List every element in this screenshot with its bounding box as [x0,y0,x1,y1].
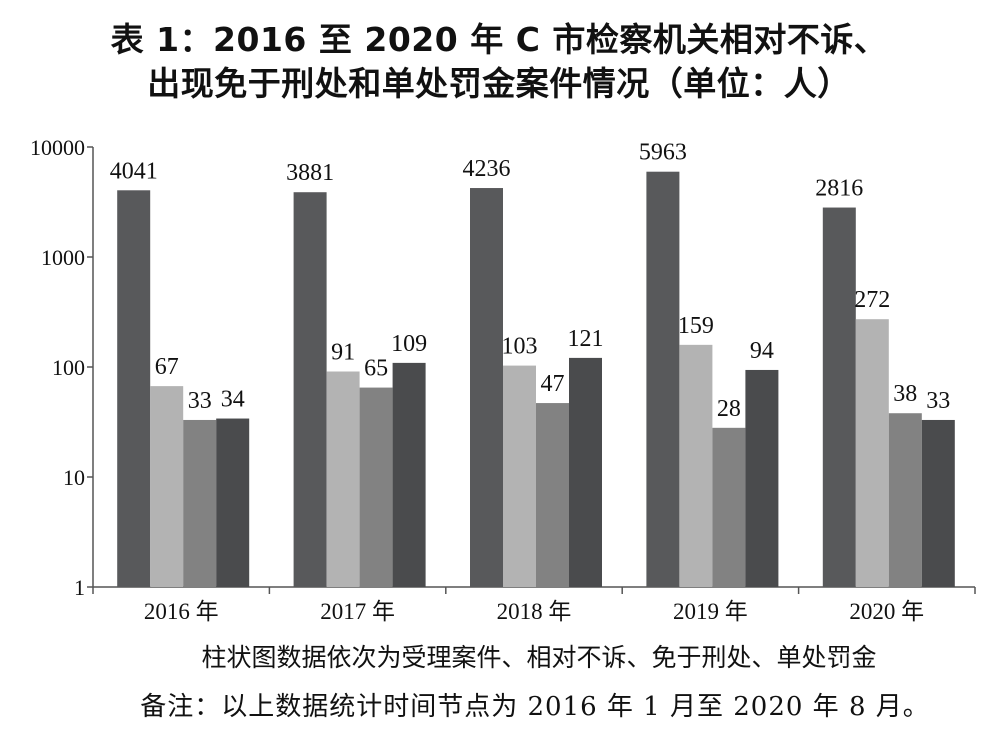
bar [183,419,217,587]
data-label: 91 [331,340,355,366]
bar [646,171,680,588]
bar [745,369,779,587]
y-tick-label: 10 [63,465,85,490]
bar [679,344,713,587]
data-label: 34 [221,387,245,413]
bar [293,192,327,588]
data-label: 28 [717,396,741,422]
bar [712,427,746,587]
bar [150,386,184,587]
footnote: 备注：以上数据统计时间节点为 2016 年 1 月至 2020 年 8 月。 [140,692,930,722]
series-order-note: 柱状图数据依次为受理案件、相对不诉、免于刑处、单处罚金 [201,643,877,672]
bar [888,413,922,587]
data-label: 5963 [639,140,687,166]
chart-title-line-2: 出现免于刑处和单处罚金案件情况（单位：人） [147,64,851,103]
data-label: 47 [541,371,565,397]
chart-title-line-1: 表 1：2016 至 2020 年 C 市检察机关相对不诉、 [110,20,888,59]
data-label: 3881 [286,160,334,186]
data-label: 33 [926,388,950,414]
x-tick-label: 2019 年 [673,599,748,624]
data-label: 109 [391,331,427,357]
data-label: 65 [364,356,388,382]
bar [470,188,503,587]
y-tick-label: 1000 [41,245,85,270]
x-tick-label: 2018 年 [497,599,572,624]
bar [822,207,856,587]
data-label: 4041 [110,158,158,184]
data-label: 272 [854,287,890,313]
bar [855,319,889,587]
data-label: 2816 [815,176,863,202]
bar [326,371,360,587]
data-label: 121 [568,326,604,352]
bar [536,403,569,587]
x-tick-label: 2020 年 [849,599,924,624]
bar [569,357,602,587]
x-tick-label: 2016 年 [144,599,219,624]
y-tick-label: 1 [74,575,85,600]
data-label: 4236 [463,156,511,182]
bar [117,190,151,587]
y-tick-label: 100 [52,355,85,380]
bar [216,418,250,587]
bar [503,365,536,587]
bar [359,387,393,587]
data-label: 67 [155,354,179,380]
bar [392,362,426,587]
x-tick-label: 2017 年 [320,599,395,624]
data-label: 38 [893,381,917,407]
bar [921,419,955,587]
data-label: 159 [678,313,714,339]
data-label: 103 [502,334,538,360]
data-label: 33 [188,388,212,414]
y-tick-label: 10000 [30,135,85,160]
data-label: 94 [750,338,774,364]
